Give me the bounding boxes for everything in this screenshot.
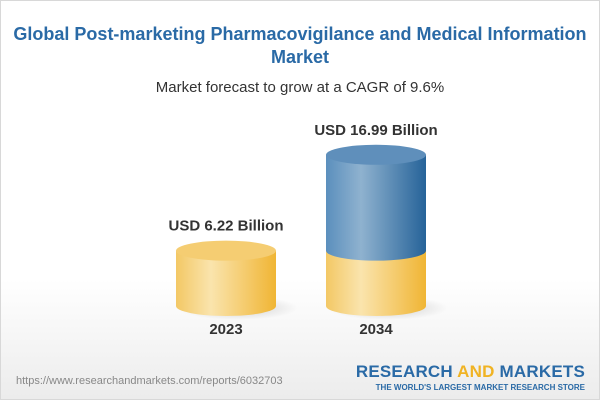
data-label: USD 16.99 Billion bbox=[314, 122, 437, 139]
research-and-markets-logo: RESEARCH AND MARKETS THE WORLD'S LARGEST… bbox=[356, 362, 585, 392]
logo-text-and: AND bbox=[457, 362, 495, 381]
report-url[interactable]: https://www.researchandmarkets.com/repor… bbox=[16, 375, 283, 387]
category-label: 2034 bbox=[359, 321, 393, 338]
logo-text: MARKETS bbox=[494, 362, 585, 381]
cylinder-2034-growth-top bbox=[326, 144, 426, 165]
chart-title: Global Post-marketing Pharmacovigilance … bbox=[13, 24, 587, 67]
cylinder-2023-body bbox=[176, 250, 276, 316]
cylinder-2034-base-body bbox=[326, 250, 426, 316]
logo-tagline: THE WORLD'S LARGEST MARKET RESEARCH STOR… bbox=[375, 383, 585, 392]
data-label: USD 6.22 Billion bbox=[168, 218, 283, 235]
cylinder-2034-growth-body bbox=[326, 154, 426, 261]
category-label: 2023 bbox=[209, 321, 242, 338]
logo-text: RESEARCH bbox=[355, 362, 458, 381]
cylinder-2023-top bbox=[176, 240, 276, 261]
chart-subtitle: Market forecast to grow at a CAGR of 9.6… bbox=[155, 79, 445, 96]
